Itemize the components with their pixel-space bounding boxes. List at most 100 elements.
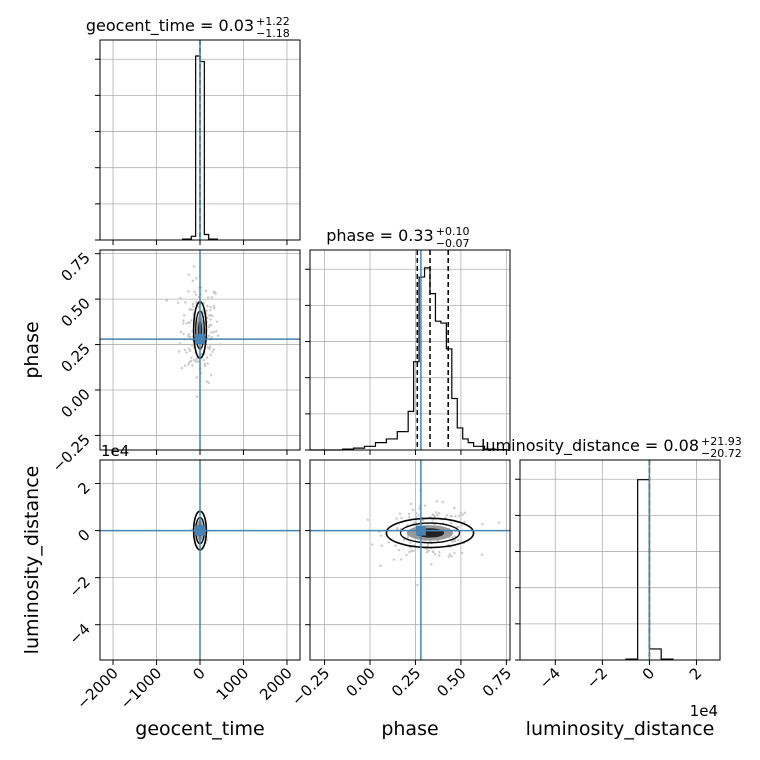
sample-point [212,348,216,351]
sample-point [191,279,195,282]
sample-point [460,524,463,527]
y-tick-label: −2 [65,573,93,601]
x-tick-label: −1000 [117,664,166,713]
sample-point [207,381,210,385]
sample-point [408,516,411,519]
sample-point [461,551,464,555]
sample-point [195,277,198,280]
sample-point [431,550,434,553]
y-tick-label: 0.50 [57,294,93,330]
title-plus: +0.10 [436,225,470,238]
sample-point [209,374,213,377]
sample-point [395,526,399,530]
sample-point [409,546,412,549]
y-tick-label: −4 [65,620,93,648]
title-value: 0.33 [398,226,434,245]
title-name: geocent_time [86,16,195,36]
title-minus: −0.07 [436,237,470,250]
sample-point [480,553,484,556]
sample-point [213,307,216,310]
sample-point [206,362,209,365]
sample-point [457,525,460,529]
sample-point [450,522,453,525]
x-tick-label: 0.50 [433,664,469,700]
sample-point [185,322,188,325]
sample-point [400,516,403,520]
sample-point [207,334,211,338]
x-axis-label-luminosity_distance: luminosity_distance [526,718,715,740]
title-plus: +1.22 [256,15,290,28]
sample-point [206,346,209,349]
sample-point [415,515,418,519]
sample-point [454,515,457,518]
y-axis-label-luminosity_distance: luminosity_distance [21,466,43,655]
sample-point [366,518,370,522]
x-tick-label: −0.25 [288,664,333,709]
sample-point [457,538,460,542]
sample-point [185,351,188,354]
sample-point [461,513,464,516]
sample-point [184,301,187,304]
sample-point [193,290,196,294]
sample-point [178,350,181,353]
sample-point [187,273,190,276]
sample-point [187,290,190,293]
sample-point [208,346,212,349]
sample-point [380,544,383,547]
sample-point [209,309,212,312]
sample-point [209,318,212,321]
y-axis-label-phase: phase [21,321,43,378]
truth-marker [195,525,205,536]
x-tick-label: 2 [686,664,705,683]
sample-point [182,332,185,336]
y-offset-text: 1e4 [101,442,129,460]
x-axis-label-geocent_time: geocent_time [135,718,264,740]
grid-2-2 [520,460,720,660]
truth-marker [195,334,205,345]
sample-point [205,289,208,293]
title-minus: −1.18 [256,27,290,40]
sample-point [165,299,168,302]
truth-marker [415,525,426,536]
sample-point [186,334,190,338]
sample-point [206,304,209,308]
sample-point [210,331,213,334]
sample-point [193,358,196,362]
sample-point [447,555,450,558]
title-luminosity_distance: luminosity_distance = 0.08 [481,436,699,456]
sample-point [412,549,415,552]
histogram-phase [310,267,510,451]
y-tick-label: 0.25 [57,340,93,376]
sample-point [215,320,219,323]
sample-point [371,543,374,546]
sample-point [463,511,467,514]
x-axis-label-phase: phase [381,718,438,740]
sample-point [179,330,183,334]
sample-point [205,356,209,359]
sample-point [194,293,198,296]
sample-point [387,541,390,544]
x-tick-label: 0 [639,664,658,683]
sample-point [209,343,212,346]
panel-frame-2-1 [309,459,511,661]
title-minus: −20.72 [701,447,742,460]
sample-point [210,323,213,327]
sample-point [202,358,206,362]
x-tick-label: −2000 [73,664,122,713]
x-tick-label: 0.75 [479,664,515,700]
sample-point [187,321,190,324]
panel-frame-2-2 [519,459,721,661]
sample-point [453,551,456,555]
sample-point [195,376,198,379]
sample-point [423,504,427,507]
title-plus: +21.93 [701,435,742,448]
y-tick-label: 0.75 [57,249,93,285]
sample-point [398,512,402,515]
sample-point [433,553,437,556]
sample-point [409,541,412,544]
sample-point [448,553,452,556]
title-name: luminosity_distance [481,436,640,456]
sample-point [450,555,453,558]
y-tick-label: 0 [74,526,93,545]
